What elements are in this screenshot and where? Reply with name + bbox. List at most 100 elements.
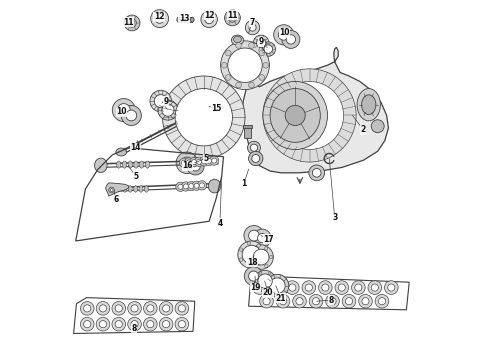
Text: 12: 12: [204, 10, 215, 19]
Text: 9: 9: [259, 37, 264, 46]
Text: 11: 11: [123, 18, 134, 27]
Circle shape: [375, 294, 389, 308]
Text: 1: 1: [241, 179, 246, 188]
Ellipse shape: [234, 36, 242, 42]
Circle shape: [259, 287, 262, 290]
Circle shape: [147, 305, 154, 312]
Ellipse shape: [191, 17, 194, 22]
Bar: [245, 127, 251, 138]
Circle shape: [124, 15, 140, 31]
Text: 12: 12: [154, 12, 164, 21]
Text: 16: 16: [182, 161, 193, 170]
Text: 18: 18: [247, 258, 257, 267]
Circle shape: [181, 157, 193, 168]
Ellipse shape: [116, 148, 126, 156]
Circle shape: [256, 284, 263, 291]
Circle shape: [247, 264, 250, 267]
Circle shape: [197, 181, 207, 190]
Bar: [243, 125, 252, 128]
Circle shape: [254, 264, 258, 267]
Circle shape: [263, 298, 270, 305]
Circle shape: [178, 320, 186, 328]
Circle shape: [144, 318, 157, 331]
Ellipse shape: [146, 161, 149, 168]
Circle shape: [351, 281, 365, 294]
Text: 14: 14: [130, 143, 141, 152]
Circle shape: [128, 19, 136, 27]
Circle shape: [162, 104, 174, 116]
Circle shape: [96, 318, 110, 331]
Circle shape: [263, 69, 356, 162]
Circle shape: [256, 39, 266, 48]
Circle shape: [269, 281, 283, 294]
Circle shape: [296, 298, 303, 305]
Circle shape: [278, 30, 289, 40]
Circle shape: [163, 305, 170, 312]
Circle shape: [318, 281, 332, 294]
Circle shape: [212, 158, 217, 163]
Circle shape: [242, 245, 261, 264]
Circle shape: [272, 280, 275, 283]
Circle shape: [276, 294, 290, 308]
Circle shape: [181, 182, 191, 191]
Circle shape: [259, 75, 265, 80]
Ellipse shape: [128, 186, 132, 192]
Circle shape: [368, 281, 382, 294]
Circle shape: [270, 278, 285, 294]
Circle shape: [84, 305, 91, 312]
Circle shape: [195, 157, 204, 166]
Ellipse shape: [95, 158, 107, 172]
Circle shape: [192, 181, 201, 190]
Circle shape: [176, 152, 197, 174]
Circle shape: [80, 302, 94, 315]
Circle shape: [313, 168, 321, 177]
Circle shape: [201, 159, 207, 164]
Circle shape: [199, 157, 209, 166]
Circle shape: [265, 264, 268, 267]
Circle shape: [179, 158, 189, 167]
Circle shape: [259, 50, 265, 56]
Ellipse shape: [134, 161, 138, 168]
Circle shape: [159, 302, 173, 315]
Circle shape: [322, 284, 329, 291]
Ellipse shape: [270, 89, 320, 142]
Circle shape: [190, 157, 199, 167]
Circle shape: [163, 320, 170, 328]
Circle shape: [264, 45, 272, 53]
Ellipse shape: [123, 186, 127, 192]
Circle shape: [326, 294, 339, 308]
Circle shape: [359, 294, 372, 308]
Text: 20: 20: [263, 288, 273, 297]
Ellipse shape: [177, 17, 180, 22]
Circle shape: [247, 242, 250, 245]
Circle shape: [163, 76, 245, 158]
Circle shape: [187, 181, 196, 191]
Circle shape: [184, 158, 194, 167]
Circle shape: [84, 320, 91, 328]
Circle shape: [253, 35, 269, 51]
Circle shape: [245, 21, 260, 35]
Circle shape: [258, 233, 267, 243]
Circle shape: [378, 298, 386, 305]
Circle shape: [151, 10, 169, 28]
Text: 5: 5: [203, 154, 208, 163]
Circle shape: [260, 294, 273, 308]
Ellipse shape: [357, 89, 380, 121]
Circle shape: [228, 14, 237, 22]
Circle shape: [80, 318, 94, 331]
Circle shape: [248, 230, 259, 241]
Circle shape: [257, 244, 260, 247]
Circle shape: [253, 229, 271, 247]
Circle shape: [249, 245, 273, 269]
Ellipse shape: [128, 161, 132, 168]
Text: 21: 21: [275, 294, 286, 303]
Circle shape: [309, 165, 324, 181]
Circle shape: [285, 105, 305, 126]
Circle shape: [155, 14, 164, 23]
Circle shape: [144, 302, 157, 315]
Circle shape: [176, 182, 185, 192]
Circle shape: [248, 42, 254, 48]
Circle shape: [371, 120, 384, 133]
Circle shape: [99, 320, 107, 328]
Circle shape: [189, 184, 194, 189]
